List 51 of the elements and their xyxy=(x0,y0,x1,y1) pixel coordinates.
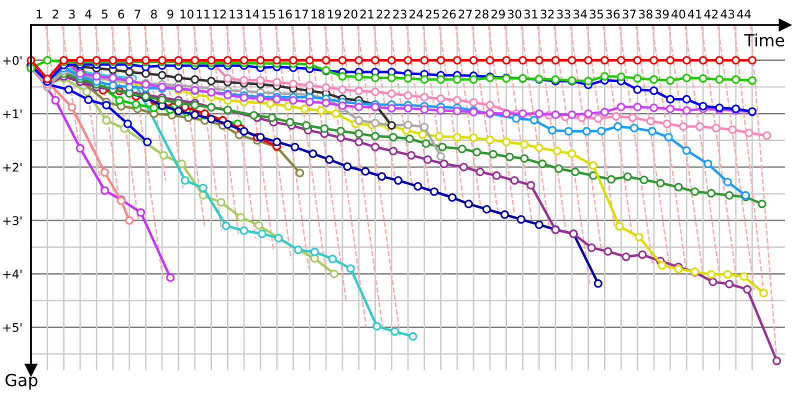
x-tick-label: 19 xyxy=(328,10,341,19)
y-tick-label: +1' xyxy=(3,110,22,118)
x-tick-label: 41 xyxy=(688,10,702,18)
x-tick-label: 20 xyxy=(344,10,358,19)
x-tick-label: 31 xyxy=(524,10,538,19)
y-tick-label: +2' xyxy=(3,162,22,172)
x-tick-label: 16 xyxy=(278,10,292,19)
x-tick-label: 17 xyxy=(295,10,308,18)
y-tick-label: +4' xyxy=(3,270,22,278)
x-tick-label: 14 xyxy=(246,10,260,18)
x-tick-label: 35 xyxy=(590,10,603,19)
x-tick-label: 32 xyxy=(540,10,554,19)
x-tick-label: 25 xyxy=(426,10,440,19)
x-tick-label: 38 xyxy=(639,10,652,19)
y-tick-label: +0' xyxy=(3,56,22,65)
x-tick-label: 7 xyxy=(134,10,140,18)
x-tick-label: 37 xyxy=(622,10,636,19)
x-tick-label: 30 xyxy=(508,10,522,19)
y-tick-label: +5' xyxy=(3,323,22,332)
x-tick-label: 13 xyxy=(230,10,242,19)
x-tick-label: 39 xyxy=(655,10,669,19)
x-tick-label: 8 xyxy=(150,10,157,19)
x-tick-label: 24 xyxy=(410,10,424,18)
x-tick-label: 15 xyxy=(262,10,276,19)
x-tick-label: 9 xyxy=(167,10,174,19)
x-tick-label: 43 xyxy=(720,10,734,19)
x-tick-label: 40 xyxy=(672,10,686,19)
x-tick-label: 27 xyxy=(458,10,472,18)
x-tick-label: 11 xyxy=(196,10,210,18)
x-tick-label: 4 xyxy=(85,10,92,18)
x-tick-label: 29 xyxy=(492,10,505,19)
y-axis-title: Gap xyxy=(6,374,38,390)
y-tick-label: +3' xyxy=(3,216,22,226)
x-tick-label: 42 xyxy=(704,10,718,18)
x-tick-label: 44 xyxy=(737,10,751,18)
x-tick-label: 5 xyxy=(102,10,108,19)
x-tick-label: 18 xyxy=(312,10,325,19)
x-tick-label: 1 xyxy=(36,10,42,18)
x-tick-label: 3 xyxy=(69,10,75,19)
x-tick-label: 22 xyxy=(376,10,390,18)
x-tick-label: 34 xyxy=(574,10,587,19)
x-tick-label: 12 xyxy=(213,10,226,18)
x-tick-label: 28 xyxy=(475,10,488,19)
x-tick-label: 26 xyxy=(442,10,456,19)
x-tick-label: 36 xyxy=(606,10,620,19)
x-tick-label: 33 xyxy=(557,10,570,19)
x-tick-label: 6 xyxy=(118,10,124,19)
x-tick-label: 2 xyxy=(52,10,58,18)
x-tick-label: 10 xyxy=(180,10,194,19)
x-tick-label: 21 xyxy=(360,10,374,18)
x-tick-label: 23 xyxy=(393,10,406,19)
